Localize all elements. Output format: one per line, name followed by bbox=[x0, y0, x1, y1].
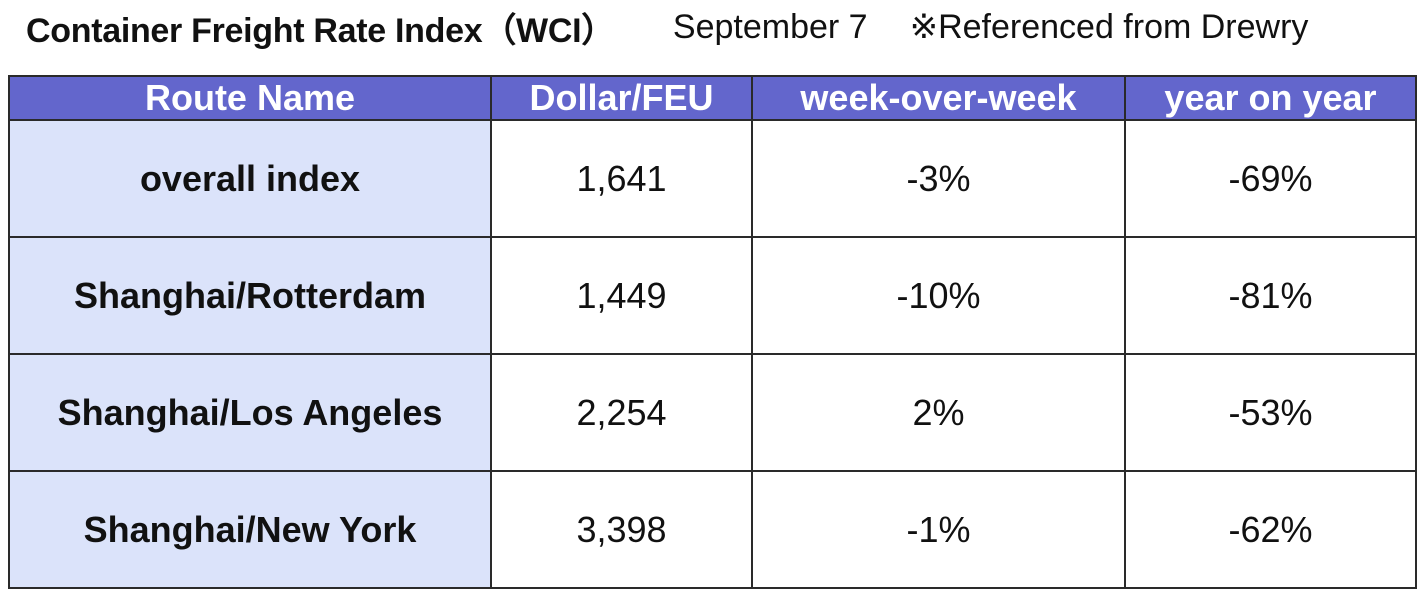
week-over-week-cell: -10% bbox=[751, 236, 1126, 355]
table-row: overall index 1,641 -3% -69% bbox=[8, 119, 1417, 238]
freight-rate-table-container: Route Name Dollar/FEU week-over-week yea… bbox=[8, 75, 1417, 589]
route-name-cell: Shanghai/Rotterdam bbox=[8, 236, 492, 355]
year-on-year-cell: -53% bbox=[1124, 353, 1417, 472]
dollar-feu-cell: 1,641 bbox=[490, 119, 753, 238]
table-header-row: Route Name Dollar/FEU week-over-week yea… bbox=[8, 75, 1417, 121]
column-header-route-name: Route Name bbox=[8, 75, 492, 121]
page-title: Container Freight Rate Index（WCI） bbox=[26, 11, 615, 50]
column-header-week-over-week: week-over-week bbox=[751, 75, 1126, 121]
table-row: Shanghai/New York 3,398 -1% -62% bbox=[8, 470, 1417, 589]
year-on-year-cell: -69% bbox=[1124, 119, 1417, 238]
table-row: Shanghai/Rotterdam 1,449 -10% -81% bbox=[8, 236, 1417, 355]
dollar-feu-cell: 2,254 bbox=[490, 353, 753, 472]
week-over-week-cell: -3% bbox=[751, 119, 1126, 238]
dollar-feu-cell: 1,449 bbox=[490, 236, 753, 355]
year-on-year-cell: -62% bbox=[1124, 470, 1417, 589]
route-name-cell: Shanghai/New York bbox=[8, 470, 492, 589]
column-header-dollar-feu: Dollar/FEU bbox=[490, 75, 753, 121]
column-header-year-on-year: year on year bbox=[1124, 75, 1417, 121]
source-reference: ※Referenced from Drewry bbox=[909, 8, 1309, 46]
title-bar: Container Freight Rate Index（WCI） Septem… bbox=[26, 4, 1398, 50]
freight-rate-table: Route Name Dollar/FEU week-over-week yea… bbox=[8, 75, 1417, 589]
report-date: September 7 bbox=[672, 7, 868, 46]
week-over-week-cell: -1% bbox=[751, 470, 1126, 589]
year-on-year-cell: -81% bbox=[1124, 236, 1417, 355]
week-over-week-cell: 2% bbox=[751, 353, 1126, 472]
route-name-cell: overall index bbox=[8, 119, 492, 238]
dollar-feu-cell: 3,398 bbox=[490, 470, 753, 589]
route-name-cell: Shanghai/Los Angeles bbox=[8, 353, 492, 472]
table-row: Shanghai/Los Angeles 2,254 2% -53% bbox=[8, 353, 1417, 472]
